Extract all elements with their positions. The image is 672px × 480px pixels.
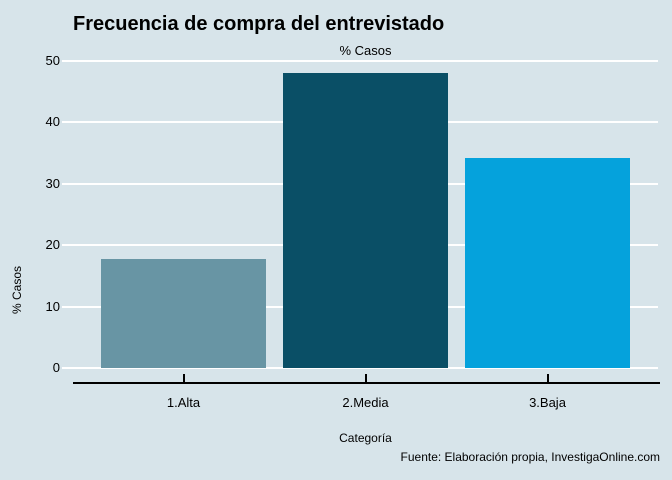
bar bbox=[101, 259, 266, 368]
y-axis-tick bbox=[62, 60, 73, 62]
y-axis-tick bbox=[62, 121, 73, 124]
bar bbox=[465, 158, 630, 368]
chart-subtitle: % Casos bbox=[339, 43, 392, 58]
gridline bbox=[73, 367, 658, 369]
y-axis-tick bbox=[62, 244, 73, 247]
x-tick-label: 2.Media bbox=[342, 395, 389, 410]
y-tick-label: 40 bbox=[45, 114, 60, 130]
y-axis-tick bbox=[62, 367, 73, 369]
x-axis-tick bbox=[364, 374, 367, 382]
source-note: Fuente: Elaboración propia, InvestigaOnl… bbox=[400, 450, 660, 464]
y-axis-tick bbox=[62, 182, 73, 185]
x-tick-label: 3.Baja bbox=[529, 395, 566, 410]
y-tick-label: 10 bbox=[45, 298, 60, 314]
x-axis-title: Categoría bbox=[339, 431, 392, 445]
gridline bbox=[73, 60, 658, 62]
bar bbox=[283, 72, 448, 368]
chart-title: Frecuencia de compra del entrevistado bbox=[73, 13, 445, 35]
axis-line bbox=[73, 382, 660, 384]
y-tick-label: 20 bbox=[45, 237, 60, 253]
y-axis-tick bbox=[62, 305, 73, 308]
y-tick-label: 50 bbox=[45, 53, 60, 68]
x-tick-label: 1.Alta bbox=[166, 395, 201, 410]
y-tick-label: 0 bbox=[52, 360, 60, 375]
x-axis-tick bbox=[546, 374, 549, 382]
x-axis-tick bbox=[182, 374, 185, 382]
y-tick-label: 30 bbox=[45, 175, 60, 191]
